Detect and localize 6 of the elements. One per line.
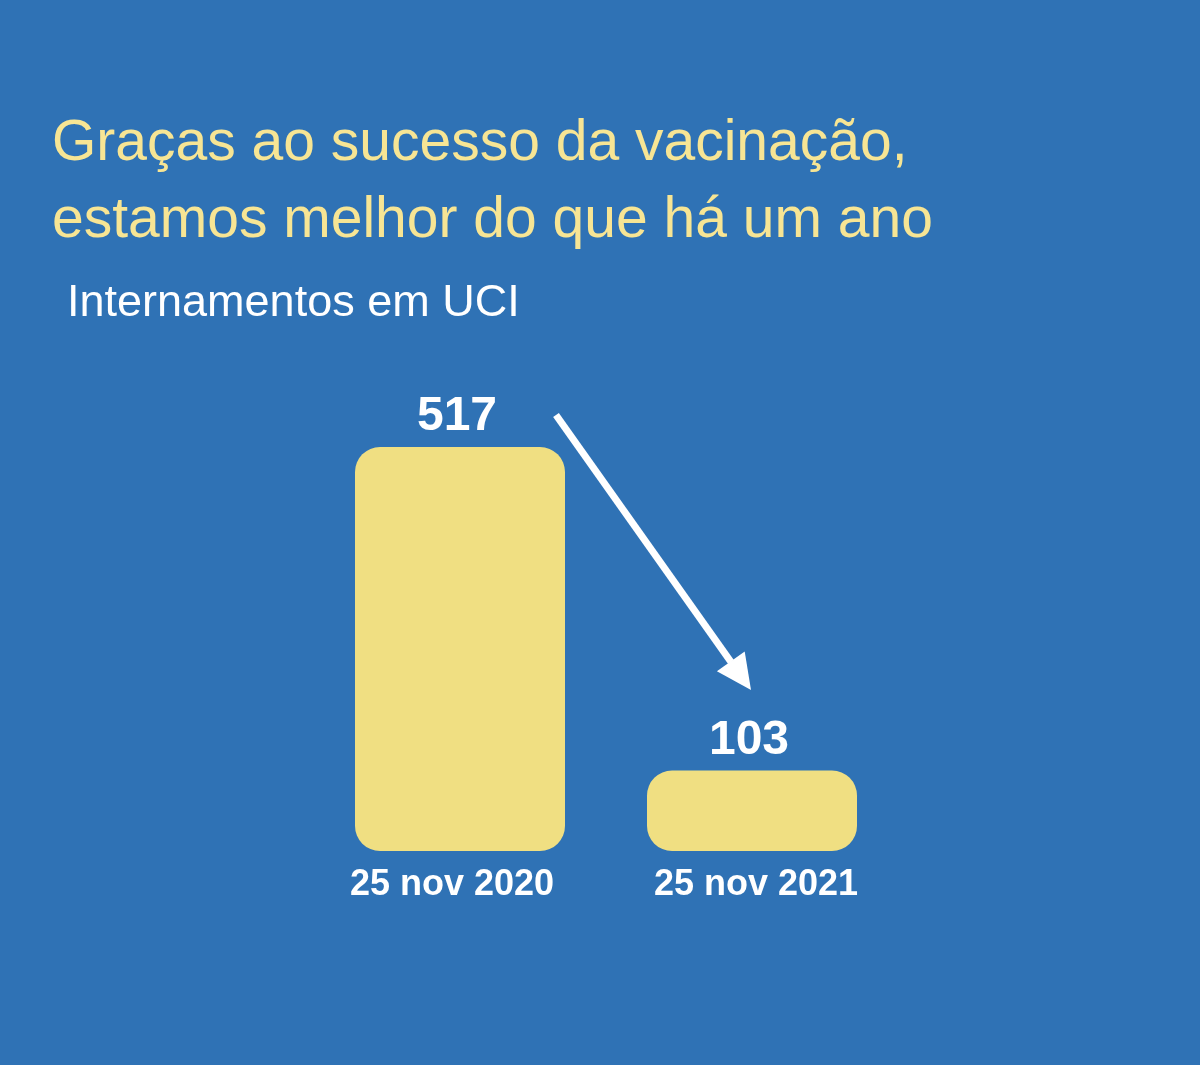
chart-title: Graças ao sucesso da vacinação, estamos melhor do que há um ano <box>52 108 933 249</box>
data-label: 103 <box>708 710 790 764</box>
x-tick-label: 25 nov 2020 <box>349 862 555 903</box>
x-tick-label: 25 nov 2021 <box>653 862 859 903</box>
data-label: 517 <box>416 387 498 440</box>
chart-subtitle: Internamentos em UCI <box>67 275 520 326</box>
